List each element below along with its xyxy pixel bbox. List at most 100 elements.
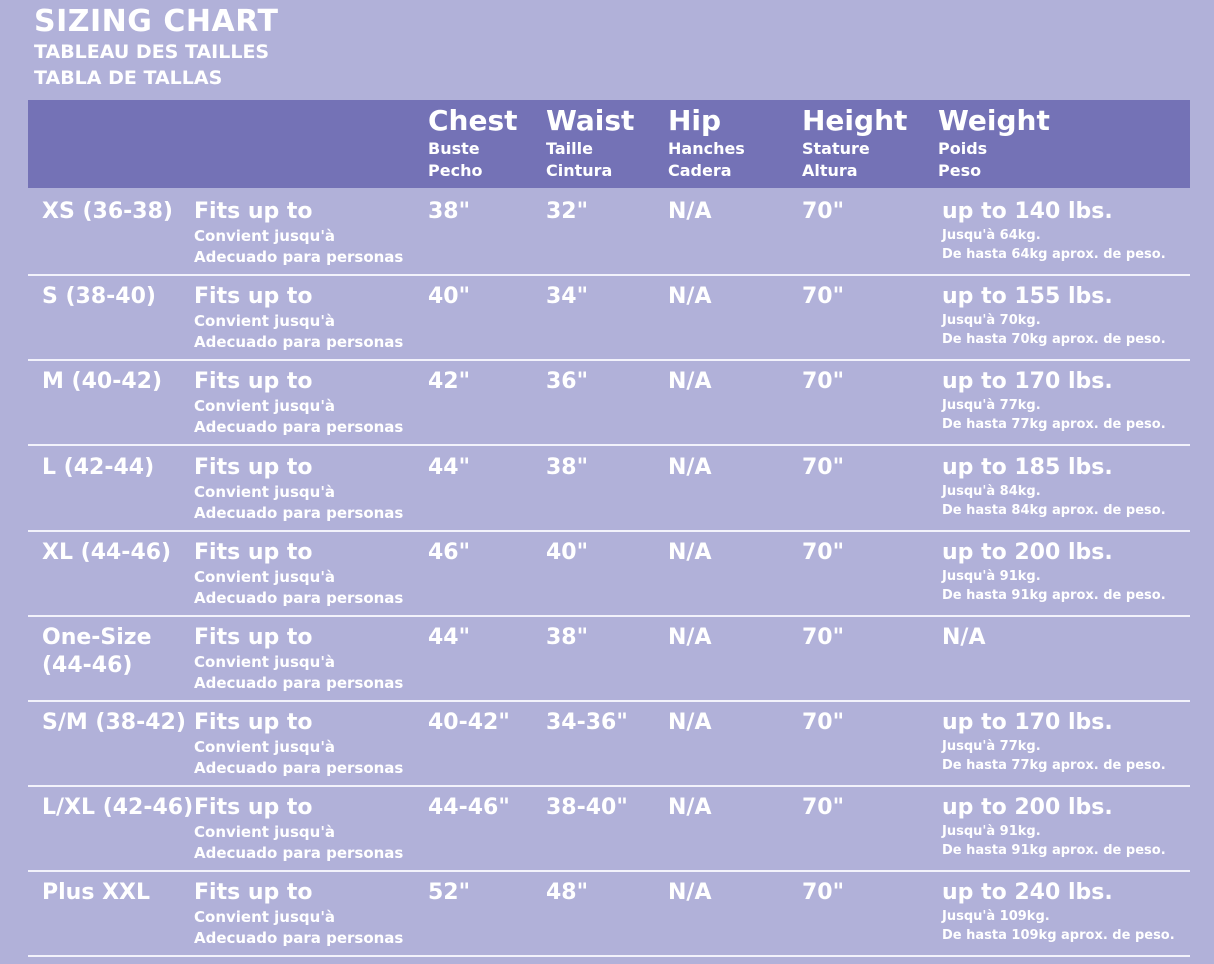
table-row: XL (44-46) Fits up to Convient jusqu'à A… [28,531,1190,617]
size-label: One-Size (44-46) [42,625,152,678]
size-label: XL (44-46) [42,540,172,565]
fits-label: Fits up to [194,369,313,394]
fits-label-fr: Convient jusqu'à [194,908,336,926]
hip-value: N/A [668,284,712,309]
fits-label-fr: Convient jusqu'à [194,312,336,330]
weight-value: up to 170 lbs. [942,369,1113,394]
header-es: Cintura [546,161,613,180]
chest-value: 44" [428,625,471,650]
header-en: Chest [428,104,518,137]
header-en: Height [802,104,908,137]
chest-value: 42" [428,369,471,394]
height-value: 70" [802,369,845,394]
waist-value: 38" [546,625,589,650]
subtitle-fr: TABLEAU DES TAILLES [34,41,270,63]
table-row: XS (36-38) Fits up to Convient jusqu'à A… [28,190,1190,276]
header-en: Hip [668,104,722,137]
chest-value: 46" [428,540,471,565]
chest-value: 44" [428,455,471,480]
weight-value: up to 140 lbs. [942,199,1113,224]
fits-label: Fits up to [194,455,313,480]
fits-label-es: Adecuado para personas [194,589,404,607]
fits-label-es: Adecuado para personas [194,929,404,947]
weight-value-es: De hasta 77kg aprox. de peso. [942,758,1166,773]
header-es: Pecho [428,161,483,180]
header-es: Cadera [668,161,732,180]
size-label: XS (36-38) [42,199,173,224]
column-header-hip: Hip Hanches Cadera [668,104,745,182]
weight-value: up to 185 lbs. [942,455,1113,480]
weight-value-fr: Jusqu'à 70kg. [942,313,1041,328]
weight-value-fr: Jusqu'à 77kg. [942,398,1041,413]
fits-label: Fits up to [194,199,313,224]
height-value: 70" [802,455,845,480]
weight-value-es: De hasta 84kg aprox. de peso. [942,503,1166,518]
weight-value-fr: Jusqu'à 84kg. [942,484,1041,499]
fits-label-es: Adecuado para personas [194,759,404,777]
fits-label-fr: Convient jusqu'à [194,227,336,245]
weight-value: up to 200 lbs. [942,540,1113,565]
weight-value: up to 240 lbs. [942,880,1113,905]
waist-value: 48" [546,880,589,905]
fits-label-fr: Convient jusqu'à [194,397,336,415]
header-fr: Buste [428,139,480,158]
waist-value: 36" [546,369,589,394]
weight-value-es: De hasta 64kg aprox. de peso. [942,247,1166,262]
fits-label-es: Adecuado para personas [194,418,404,436]
weight-value: up to 170 lbs. [942,710,1113,735]
weight-value-es: De hasta 70kg aprox. de peso. [942,332,1166,347]
chest-value: 40-42" [428,710,510,735]
column-header-waist: Waist Taille Cintura [546,104,634,182]
weight-value: N/A [942,625,986,650]
column-header-chest: Chest Buste Pecho [428,104,518,182]
weight-value-fr: Jusqu'à 91kg. [942,569,1041,584]
fits-label: Fits up to [194,284,313,309]
weight-value: up to 200 lbs. [942,795,1113,820]
size-label: L (42-44) [42,455,155,480]
size-label: S/M (38-42) [42,710,186,735]
page-title: SIZING CHART [34,4,279,39]
weight-value-es: De hasta 91kg aprox. de peso. [942,588,1166,603]
hip-value: N/A [668,625,712,650]
hip-value: N/A [668,369,712,394]
height-value: 70" [802,880,845,905]
table-row: One-Size (44-46) Fits up to Convient jus… [28,616,1190,702]
fits-label-es: Adecuado para personas [194,844,404,862]
weight-value-fr: Jusqu'à 77kg. [942,739,1041,754]
table-row: S (38-40) Fits up to Convient jusqu'à Ad… [28,275,1190,361]
hip-value: N/A [668,880,712,905]
height-value: 70" [802,710,845,735]
header-fr: Taille [546,139,593,158]
size-label: M (40-42) [42,369,163,394]
waist-value: 34" [546,284,589,309]
height-value: 70" [802,540,845,565]
waist-value: 38-40" [546,795,628,820]
size-label: L/XL (42-46) [42,795,194,820]
column-header-height: Height Stature Altura [802,104,907,182]
header-en: Weight [938,104,1050,137]
fits-label: Fits up to [194,795,313,820]
table-row: S/M (38-42) Fits up to Convient jusqu'à … [28,701,1190,787]
header-es: Altura [802,161,858,180]
header-fr: Stature [802,139,870,158]
fits-label: Fits up to [194,710,313,735]
size-label: S (38-40) [42,284,156,309]
subtitle-es: TABLA DE TALLAS [34,67,223,89]
fits-label: Fits up to [194,625,313,650]
fits-label-fr: Convient jusqu'à [194,483,336,501]
weight-value-es: De hasta 77kg aprox. de peso. [942,417,1166,432]
header-en: Waist [546,104,635,137]
waist-value: 32" [546,199,589,224]
hip-value: N/A [668,199,712,224]
fits-label-fr: Convient jusqu'à [194,823,336,841]
chest-value: 38" [428,199,471,224]
column-header-weight: Weight Poids Peso [938,104,1050,182]
fits-label-es: Adecuado para personas [194,504,404,522]
waist-value: 40" [546,540,589,565]
weight-value-es: De hasta 91kg aprox. de peso. [942,843,1166,858]
hip-value: N/A [668,710,712,735]
fits-label-es: Adecuado para personas [194,333,404,351]
fits-label-fr: Convient jusqu'à [194,653,336,671]
weight-value-fr: Jusqu'à 91kg. [942,824,1041,839]
table-row: Plus XXL Fits up to Convient jusqu'à Ade… [28,871,1190,957]
